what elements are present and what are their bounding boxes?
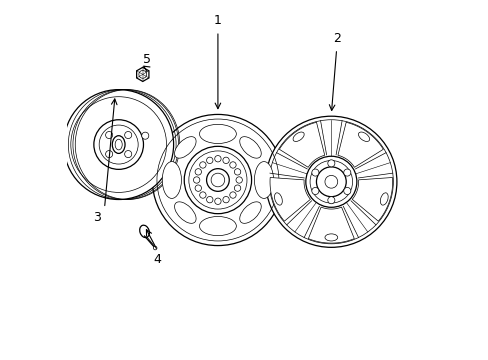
Circle shape	[195, 169, 201, 175]
Circle shape	[63, 90, 173, 199]
Circle shape	[327, 197, 334, 204]
Ellipse shape	[112, 136, 125, 153]
Circle shape	[199, 192, 205, 198]
Ellipse shape	[292, 132, 304, 141]
Circle shape	[124, 150, 131, 158]
Circle shape	[214, 198, 221, 204]
Ellipse shape	[174, 137, 196, 158]
Ellipse shape	[140, 225, 149, 238]
Circle shape	[234, 185, 240, 191]
Circle shape	[343, 188, 350, 194]
Circle shape	[229, 192, 236, 198]
Text: 2: 2	[332, 32, 340, 45]
Ellipse shape	[206, 168, 229, 192]
Ellipse shape	[239, 137, 261, 158]
Circle shape	[199, 162, 205, 168]
Polygon shape	[279, 122, 324, 167]
Circle shape	[206, 157, 213, 163]
Circle shape	[193, 177, 200, 183]
Circle shape	[316, 167, 346, 197]
Circle shape	[327, 160, 334, 167]
Circle shape	[105, 150, 112, 158]
Circle shape	[206, 197, 213, 203]
Ellipse shape	[162, 162, 181, 198]
Circle shape	[311, 188, 318, 194]
Circle shape	[94, 120, 143, 169]
Circle shape	[214, 156, 221, 162]
Circle shape	[343, 169, 350, 176]
Ellipse shape	[211, 173, 224, 187]
Circle shape	[184, 146, 251, 214]
Polygon shape	[269, 177, 310, 221]
Circle shape	[234, 169, 240, 175]
Circle shape	[325, 175, 337, 188]
Circle shape	[153, 246, 157, 250]
Text: 1: 1	[214, 14, 222, 27]
Ellipse shape	[380, 193, 387, 205]
Circle shape	[265, 116, 396, 247]
Text: 5: 5	[142, 53, 151, 66]
Polygon shape	[351, 177, 392, 221]
Ellipse shape	[115, 139, 122, 150]
Circle shape	[152, 114, 283, 246]
Circle shape	[305, 156, 356, 207]
Circle shape	[223, 197, 229, 203]
Ellipse shape	[239, 202, 261, 223]
Circle shape	[236, 177, 242, 183]
Ellipse shape	[274, 193, 282, 205]
Circle shape	[105, 131, 112, 139]
Polygon shape	[308, 207, 354, 243]
Text: 3: 3	[93, 211, 101, 224]
Polygon shape	[337, 122, 383, 167]
Circle shape	[229, 162, 236, 168]
Ellipse shape	[199, 216, 236, 236]
Ellipse shape	[174, 202, 196, 223]
Ellipse shape	[254, 162, 273, 198]
Ellipse shape	[325, 234, 337, 241]
Ellipse shape	[358, 132, 369, 141]
Text: 4: 4	[153, 253, 161, 266]
Polygon shape	[136, 67, 149, 81]
Circle shape	[223, 157, 229, 163]
Ellipse shape	[199, 124, 236, 144]
Circle shape	[124, 131, 131, 139]
Circle shape	[311, 169, 318, 176]
Circle shape	[142, 132, 148, 139]
Circle shape	[195, 185, 201, 191]
